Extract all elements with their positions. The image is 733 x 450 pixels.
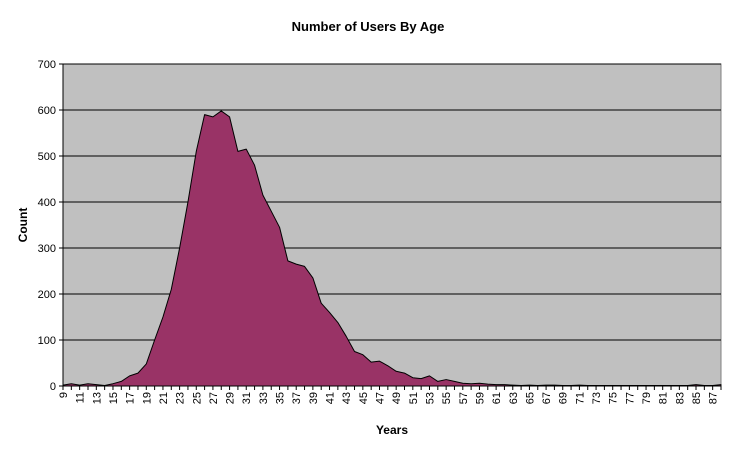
x-tick-label: 79 — [641, 392, 653, 404]
x-tick-label: 49 — [391, 392, 403, 404]
x-tick-label: 47 — [375, 392, 387, 404]
x-tick-label: 35 — [275, 392, 287, 404]
x-tick-label: 83 — [674, 392, 686, 404]
y-tick-label: 200 — [38, 289, 56, 301]
x-tick-label: 31 — [241, 392, 253, 404]
x-tick-label: 21 — [158, 392, 170, 404]
y-axis-ticks: 0 100 200 300 400 500 600 700 — [38, 59, 63, 393]
x-tick-label: 43 — [341, 392, 353, 404]
x-tick-label: 55 — [441, 392, 453, 404]
y-tick-label: 100 — [38, 335, 56, 347]
x-tick-label: 77 — [624, 392, 636, 404]
y-tick-label: 400 — [38, 197, 56, 209]
x-tick-label: 69 — [558, 392, 570, 404]
x-tick-label: 41 — [325, 392, 337, 404]
x-tick-label: 27 — [208, 392, 220, 404]
y-tick-label: 600 — [38, 105, 56, 117]
x-tick-label: 85 — [691, 392, 703, 404]
x-tick-label: 11 — [75, 392, 87, 403]
axes — [62, 64, 721, 387]
x-tick-label: 81 — [658, 392, 670, 404]
x-tick-label: 71 — [574, 392, 586, 404]
x-tick-label: 53 — [424, 392, 436, 404]
x-tick-label: 65 — [524, 392, 536, 404]
x-tick-label: 59 — [474, 392, 486, 404]
x-tick-label: 9 — [58, 392, 70, 398]
x-tick-label: 61 — [491, 392, 503, 404]
x-tick-label: 67 — [541, 392, 553, 404]
y-axis-title: Count — [16, 208, 30, 243]
x-tick-label: 45 — [358, 392, 370, 404]
x-tick-label: 33 — [258, 392, 270, 404]
y-tick-label: 700 — [38, 59, 56, 71]
y-tick-label: 300 — [38, 243, 56, 255]
x-tick-label: 51 — [408, 392, 420, 404]
x-tick-label: 23 — [175, 392, 187, 404]
y-tick-label: 500 — [38, 151, 56, 163]
x-axis-ticks: 9 11 13 15 17 19 21 23 25 27 29 31 33 35 37 39 41 43 45 47 4… — [58, 386, 722, 404]
x-tick-label: 15 — [108, 392, 120, 404]
x-tick-label: 29 — [225, 392, 237, 404]
x-tick-label: 17 — [125, 392, 137, 404]
x-tick-label: 13 — [91, 392, 103, 404]
x-tick-label: 39 — [308, 392, 320, 404]
x-axis-title: Years — [376, 423, 408, 437]
x-tick-label: 25 — [191, 392, 203, 404]
x-tick-label: 57 — [458, 392, 470, 404]
x-tick-label: 75 — [608, 392, 620, 404]
x-tick-label: 37 — [291, 392, 303, 404]
x-tick-label: 63 — [508, 392, 520, 404]
y-tick-label: 0 — [50, 381, 56, 393]
chart-title: Number of Users By Age — [292, 19, 445, 34]
x-tick-label: 19 — [141, 392, 153, 404]
x-tick-label: 73 — [591, 392, 603, 404]
x-tick-label: 87 — [708, 392, 720, 404]
